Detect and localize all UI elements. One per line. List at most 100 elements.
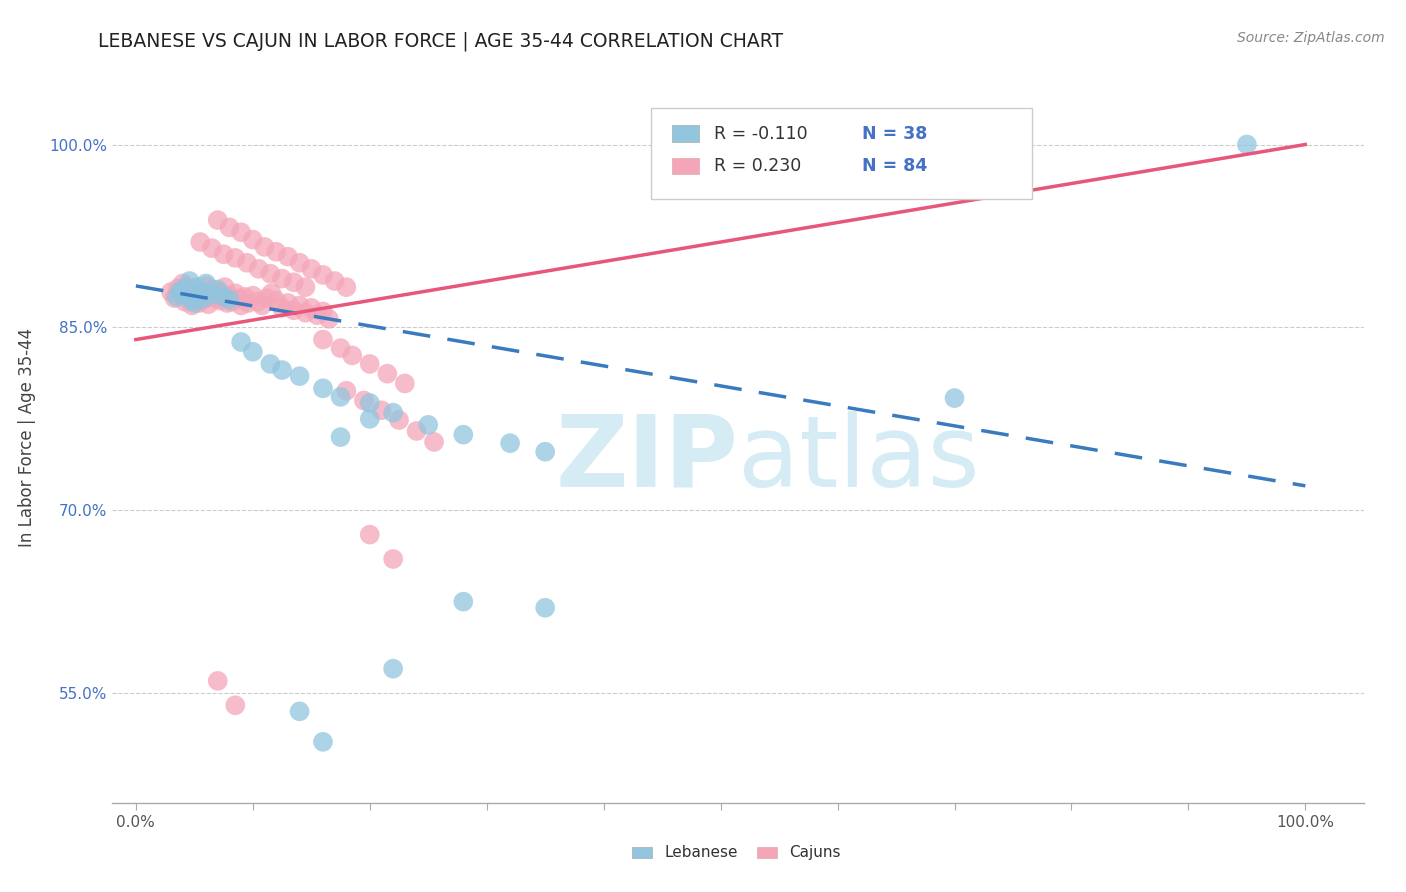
Point [211,287,233,301]
Point [160,285,183,299]
Point [167,281,190,295]
Point [218,220,240,235]
FancyBboxPatch shape [756,847,778,858]
Point [277,296,299,310]
Point [534,600,557,615]
Point [188,296,211,310]
Point [329,390,352,404]
Point [224,286,246,301]
Point [353,393,375,408]
Point [183,284,205,298]
Point [174,281,197,295]
Point [224,698,246,713]
Point [260,286,283,301]
Point [212,290,235,304]
Point [342,348,364,362]
Point [207,285,229,299]
Point [224,251,246,265]
Point [212,247,235,261]
Point [370,403,392,417]
Point [201,241,224,255]
Text: Lebanese: Lebanese [664,845,738,860]
Point [329,341,352,355]
Point [453,427,475,442]
Point [193,291,215,305]
Point [288,298,311,312]
Text: atlas: atlas [738,410,980,508]
Point [186,280,208,294]
Point [218,293,240,307]
Point [375,367,398,381]
Point [201,287,224,301]
Point [382,406,405,420]
Point [329,430,352,444]
Point [312,333,335,347]
Point [195,279,218,293]
Point [294,280,316,294]
Text: R = -0.110: R = -0.110 [714,125,808,143]
Point [207,213,229,227]
Point [299,261,322,276]
Point [202,283,225,297]
Point [283,303,305,318]
Point [172,286,194,301]
Point [382,662,405,676]
Text: Source: ZipAtlas.com: Source: ZipAtlas.com [1237,31,1385,45]
Point [200,288,222,302]
Point [188,285,211,299]
Point [318,311,340,326]
Point [197,297,219,311]
Point [247,261,270,276]
Point [264,293,287,308]
Point [218,288,240,302]
Point [283,275,305,289]
Point [179,274,201,288]
Point [166,290,188,304]
Point [229,225,252,239]
Text: Cajuns: Cajuns [789,845,841,860]
Point [335,384,357,398]
Point [214,280,236,294]
Text: LEBANESE VS CAJUN IN LABOR FORCE | AGE 35-44 CORRELATION CHART: LEBANESE VS CAJUN IN LABOR FORCE | AGE 3… [98,31,783,51]
Point [271,271,294,285]
Point [359,357,381,371]
Point [228,293,250,307]
Point [253,240,276,254]
FancyBboxPatch shape [672,159,699,175]
Point [209,293,232,308]
Point [264,244,287,259]
FancyBboxPatch shape [631,847,652,858]
Point [359,527,381,541]
Point [236,256,259,270]
Point [271,301,294,315]
Point [163,291,186,305]
FancyBboxPatch shape [672,126,699,142]
Point [204,291,226,305]
Point [176,288,198,302]
Point [288,256,311,270]
Point [242,288,264,302]
Point [312,381,335,395]
Point [250,298,273,312]
Point [179,288,201,302]
Point [172,277,194,291]
Point [181,293,204,308]
Point [312,304,335,318]
Point [299,301,322,315]
Point [277,250,299,264]
Point [188,235,211,249]
Point [294,306,316,320]
Text: ZIP: ZIP [555,410,738,508]
Point [359,396,381,410]
Point [236,296,259,310]
Point [256,291,278,305]
Point [499,436,522,450]
Point [382,552,405,566]
Y-axis label: In Labor Force | Age 35-44: In Labor Force | Age 35-44 [18,327,35,547]
Point [405,424,427,438]
Point [312,268,335,282]
Point [229,298,252,312]
Point [418,417,440,432]
Point [453,595,475,609]
Point [259,357,281,371]
